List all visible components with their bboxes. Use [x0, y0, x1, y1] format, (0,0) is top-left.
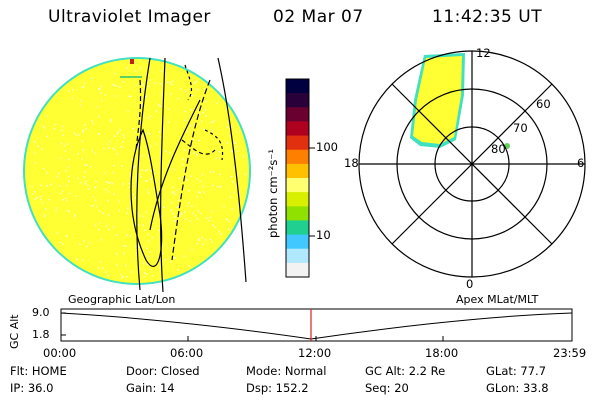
x-tick-0000: 00:00 — [43, 346, 77, 360]
y-tick-1-8: 1.8 — [32, 328, 50, 341]
lat-label-60: 60 — [536, 97, 551, 111]
time-label: 11:42:35 UT — [432, 7, 543, 27]
apex-label: Apex MLat/MLT — [456, 293, 539, 306]
mlt-label-18: 18 — [344, 156, 359, 170]
altitude-track — [60, 308, 573, 342]
status-gc-alt: GC Alt: 2.2 Re — [365, 364, 446, 378]
colorbar — [285, 78, 315, 278]
status-dsp: Dsp: 152.2 — [246, 381, 309, 395]
status-door: Door: Closed — [126, 364, 200, 378]
status-glon: GLon: 33.8 — [486, 381, 549, 395]
date-label: 02 Mar 07 — [273, 7, 364, 27]
gc-alt-axis-title: GC Alt — [8, 314, 21, 349]
colorbar-tick-10: 10 — [316, 228, 331, 242]
mlt-label-0: 0 — [466, 277, 474, 291]
status-flt: Flt: HOME — [10, 364, 67, 378]
colorbar-axis-label: photon cm⁻²s⁻¹ — [266, 149, 280, 238]
status-glat: GLat: 77.7 — [486, 364, 547, 378]
status-seq: Seq: 20 — [365, 381, 409, 395]
mlt-label-12: 12 — [476, 46, 491, 60]
polar-plot — [358, 50, 586, 278]
lat-label-70: 70 — [513, 121, 528, 135]
x-tick-1800: 18:00 — [425, 346, 459, 360]
geographic-image — [23, 57, 251, 293]
x-tick-2359: 23:59 — [553, 346, 587, 360]
status-mode: Mode: Normal — [246, 364, 327, 378]
mlt-label-6: 6 — [577, 156, 585, 170]
y-tick-9: 9.0 — [32, 306, 50, 319]
status-ip: IP: 36.0 — [10, 381, 54, 395]
instrument-title: Ultraviolet Imager — [48, 7, 211, 27]
x-tick-1200: 12:00 — [298, 346, 332, 360]
x-tick-0600: 06:00 — [170, 346, 204, 360]
status-gain: Gain: 14 — [126, 381, 175, 395]
colorbar-tick-100: 100 — [316, 140, 338, 154]
geographic-label: Geographic Lat/Lon — [68, 293, 176, 306]
lat-label-80: 80 — [491, 142, 506, 156]
